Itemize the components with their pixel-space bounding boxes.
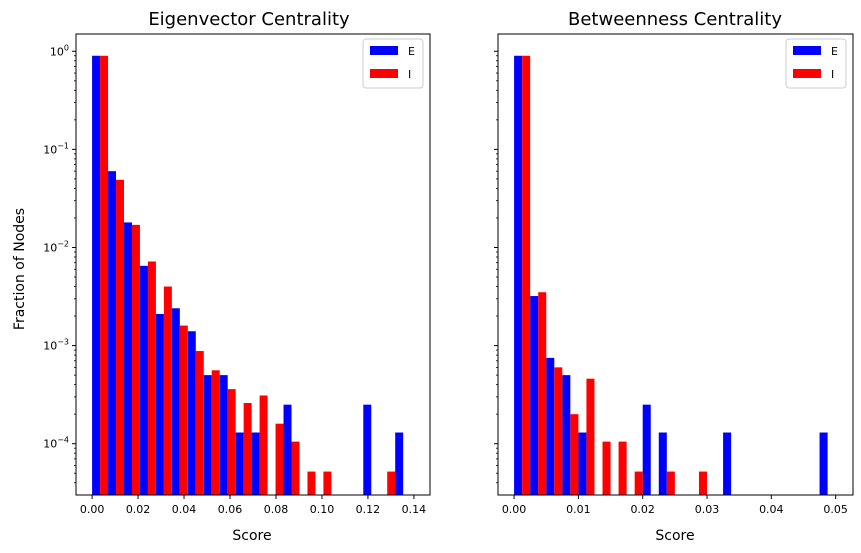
eigenvector-plot-area: 0.00 0.02 0.04 0.06 0.08 0.10 0.12 0.14 10−4 10−3… xyxy=(43,33,431,516)
y-tick-label: 10−1 xyxy=(43,141,69,156)
x-tick-label: 0.00 xyxy=(80,503,105,516)
bar-e-4 xyxy=(155,313,164,495)
betweenness-x-axis-label: Score xyxy=(655,528,694,544)
bar-i-4 xyxy=(586,378,595,495)
bar-i-13 xyxy=(307,471,316,495)
bar-i-6 xyxy=(195,351,204,495)
bar-i-1 xyxy=(538,292,547,495)
legend-label-i: I xyxy=(831,68,834,81)
bar-e-19 xyxy=(819,432,828,495)
bar-e-10 xyxy=(251,432,260,495)
bar-i-2 xyxy=(131,224,140,495)
bar-e-7 xyxy=(203,375,212,495)
bar-e-3 xyxy=(139,265,148,495)
bar-e-19 xyxy=(395,432,404,495)
legend-swatch-i xyxy=(370,69,398,78)
axes-frame xyxy=(497,33,854,496)
x-tick-label: 0.05 xyxy=(823,503,848,516)
bar-i-9 xyxy=(243,402,252,495)
bar-e-2 xyxy=(124,222,132,495)
legend-label-i: I xyxy=(408,68,411,81)
betweenness-chart-title: Betweenness Centrality xyxy=(568,9,782,30)
bar-i-4 xyxy=(163,286,172,495)
bar-i-11 xyxy=(275,423,284,495)
x-tick-label: 0.08 xyxy=(264,503,289,516)
bar-e-5 xyxy=(171,308,180,495)
bar-i-6 xyxy=(618,441,627,495)
bar-e-0 xyxy=(92,55,101,495)
bar-e-9 xyxy=(658,432,667,495)
bar-i-0 xyxy=(100,55,109,495)
bar-i-7 xyxy=(634,471,643,495)
eigenvector-x-axis-label: Score xyxy=(232,528,271,544)
bar-e-12 xyxy=(283,404,292,495)
bar-i-0 xyxy=(522,55,531,495)
bar-e-3 xyxy=(562,375,571,495)
y-axis-label: Fraction of Nodes xyxy=(12,208,28,330)
bar-e-1 xyxy=(108,171,117,495)
x-tick-label: 0.02 xyxy=(630,503,655,516)
bar-i-2 xyxy=(554,367,563,495)
y-tick-label: 10−2 xyxy=(43,239,69,254)
eigenvector-legend: E I xyxy=(362,38,424,89)
bar-i-7 xyxy=(211,370,220,495)
bar-i-5 xyxy=(179,325,188,495)
bar-e-0 xyxy=(514,55,523,495)
x-tick-label: 0.06 xyxy=(218,503,243,516)
y-tick-label: 10−3 xyxy=(43,338,69,353)
bar-i-9 xyxy=(666,471,675,495)
x-tick-label: 0.10 xyxy=(310,503,335,516)
legend-swatch-e xyxy=(793,46,821,55)
bar-i-11 xyxy=(698,471,708,495)
legend-swatch-e xyxy=(370,46,398,55)
bar-i-5 xyxy=(602,441,611,495)
bar-e-13 xyxy=(723,432,732,495)
x-tick-label: 0.12 xyxy=(356,503,381,516)
axes-frame xyxy=(75,33,431,496)
x-tick-label: 0.00 xyxy=(502,503,527,516)
x-tick-label: 0.04 xyxy=(172,503,197,516)
bar-i-3 xyxy=(570,414,579,495)
bar-e-2 xyxy=(546,357,555,495)
legend-swatch-i xyxy=(793,69,821,78)
y-tick-label: 100 xyxy=(50,43,69,58)
eigenvector-panel: Eigenvector Centrality Fraction of Nodes… xyxy=(12,9,431,544)
bar-e-17 xyxy=(363,404,372,495)
bar-e-9 xyxy=(235,432,244,495)
x-tick-label: 0.14 xyxy=(402,503,427,516)
x-tick-label: 0.02 xyxy=(126,503,151,516)
x-tick-label: 0.01 xyxy=(566,503,591,516)
bar-i-14 xyxy=(323,471,332,495)
betweenness-plot-area: 0.00 0.01 0.02 0.03 0.04 0.05 xyxy=(494,33,854,516)
bar-e-8 xyxy=(219,375,228,495)
bar-i-12 xyxy=(291,441,300,495)
bar-e-8 xyxy=(642,404,651,495)
x-tick-label: 0.04 xyxy=(759,503,784,516)
x-tick-label: 0.03 xyxy=(695,503,720,516)
eigenvector-chart-title: Eigenvector Centrality xyxy=(148,9,350,30)
betweenness-panel: Betweenness Centrality Score 0.00 0.01 0.0… xyxy=(494,9,854,544)
legend-label-e: E xyxy=(408,45,415,58)
bar-i-18 xyxy=(387,471,396,495)
legend-label-e: E xyxy=(831,45,838,58)
betweenness-legend: E I xyxy=(785,38,847,89)
bar-i-8 xyxy=(227,389,236,495)
bar-e-1 xyxy=(530,296,539,495)
y-tick-label: 10−4 xyxy=(43,436,69,451)
bar-e-6 xyxy=(187,331,196,495)
bar-i-3 xyxy=(147,261,156,495)
bar-i-1 xyxy=(116,179,124,495)
bar-e-4 xyxy=(578,432,587,495)
bar-i-10 xyxy=(259,395,268,495)
